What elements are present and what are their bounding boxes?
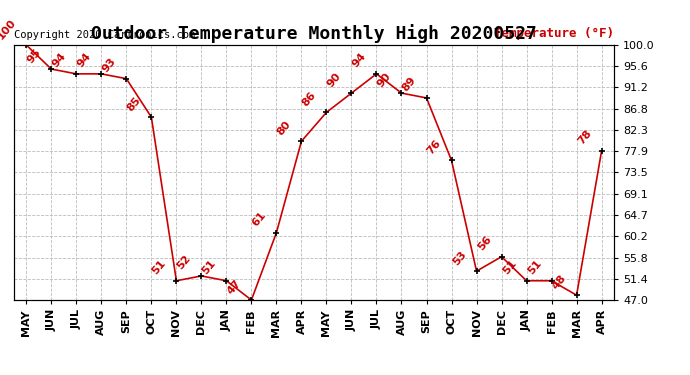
Text: Temperature (°F): Temperature (°F) <box>494 27 614 40</box>
Text: 89: 89 <box>400 75 418 94</box>
Text: 90: 90 <box>326 70 343 89</box>
Text: 61: 61 <box>250 210 268 228</box>
Text: 94: 94 <box>75 51 93 70</box>
Title: Outdoor Temperature Monthly High 20200527: Outdoor Temperature Monthly High 2020052… <box>91 24 537 44</box>
Text: 95: 95 <box>26 46 43 65</box>
Text: 51: 51 <box>150 258 168 277</box>
Text: 51: 51 <box>501 258 518 277</box>
Text: 100: 100 <box>0 17 18 41</box>
Text: 76: 76 <box>426 138 443 156</box>
Text: 93: 93 <box>101 56 118 75</box>
Text: 94: 94 <box>50 51 68 70</box>
Text: 51: 51 <box>526 258 543 277</box>
Text: 53: 53 <box>451 249 469 267</box>
Text: Copyright 2020 Cartronics.com: Copyright 2020 Cartronics.com <box>14 30 195 40</box>
Text: 86: 86 <box>300 90 318 108</box>
Text: 78: 78 <box>575 128 593 147</box>
Text: 47: 47 <box>226 278 243 296</box>
Text: 90: 90 <box>375 70 393 89</box>
Text: 52: 52 <box>175 254 193 272</box>
Text: 80: 80 <box>275 119 293 137</box>
Text: 94: 94 <box>351 51 368 70</box>
Text: 48: 48 <box>551 273 569 291</box>
Text: 56: 56 <box>475 234 493 252</box>
Text: 85: 85 <box>126 95 143 113</box>
Text: 51: 51 <box>201 258 218 277</box>
